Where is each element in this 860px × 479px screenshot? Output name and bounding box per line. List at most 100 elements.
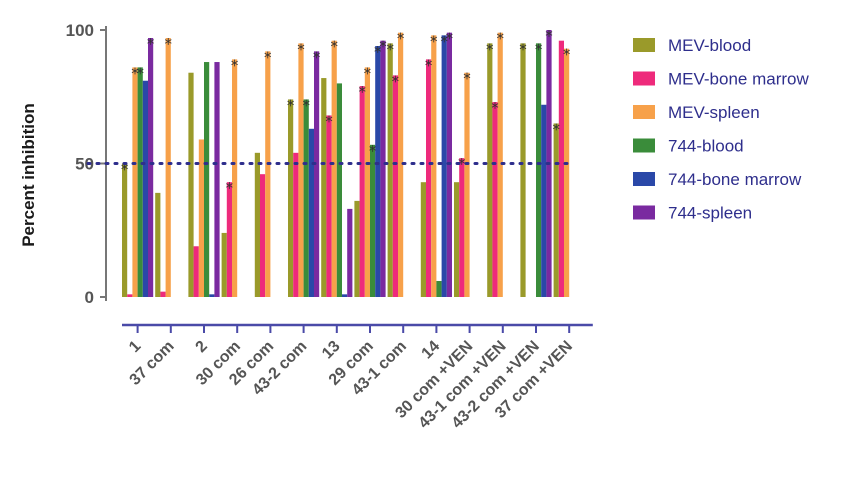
bar [398, 32, 404, 298]
significance-star: * [535, 40, 543, 58]
significance-star: * [264, 48, 272, 66]
legend-label: 744-spleen [668, 204, 752, 223]
bar [204, 62, 210, 297]
significance-star: * [486, 40, 494, 58]
legend-label: MEV-blood [668, 36, 751, 55]
y-tick-label: 0 [85, 288, 94, 307]
significance-star: * [496, 30, 504, 48]
bar [520, 43, 526, 297]
significance-star: * [458, 155, 466, 173]
bar [564, 48, 570, 297]
bar [375, 46, 381, 297]
y-tick-label: 100 [66, 21, 94, 40]
significance-star: * [313, 48, 321, 66]
significance-star: * [147, 35, 155, 53]
bar [293, 152, 299, 297]
legend-label: 744-blood [668, 137, 744, 156]
bar [380, 40, 386, 298]
bar [354, 200, 360, 297]
significance-star: * [463, 70, 471, 88]
bar [436, 280, 442, 297]
bar [260, 174, 266, 297]
significance-star: * [519, 40, 527, 58]
bar [331, 40, 337, 298]
bar [326, 115, 332, 297]
significance-star: * [121, 161, 129, 179]
bar [558, 40, 564, 298]
legend-swatch [633, 205, 655, 220]
bar [314, 51, 320, 297]
significance-star: * [446, 30, 454, 48]
bar [364, 67, 370, 297]
significance-star: * [397, 30, 405, 48]
bar [370, 144, 376, 297]
bar [165, 38, 171, 297]
bar [137, 67, 143, 297]
bar [308, 128, 314, 297]
bar [148, 38, 154, 297]
significance-star: * [386, 40, 394, 58]
legend-swatch [633, 172, 655, 186]
x-tick-label: 2 [193, 338, 211, 356]
bar [122, 163, 128, 297]
bar [553, 123, 559, 297]
bar [441, 35, 447, 298]
legend-label: MEV-bone marrow [668, 70, 809, 89]
x-tick-label: 14 [419, 338, 444, 363]
significance-star: * [563, 46, 571, 64]
bar [214, 62, 220, 297]
bar [387, 43, 393, 297]
bar [209, 294, 215, 297]
significance-star: * [297, 40, 305, 58]
bar [487, 43, 493, 297]
significance-star: * [369, 142, 377, 160]
y-axis-label: Percent inhibition [19, 103, 38, 247]
significance-star: * [364, 64, 372, 82]
legend: MEV-blood MEV-bone marrow MEV-spleen 744-bl… [633, 36, 809, 223]
bar [232, 59, 238, 298]
significance-star: * [131, 64, 139, 82]
legend-label: 744-bone marrow [668, 170, 802, 189]
bar [464, 72, 470, 297]
legend-swatch [633, 138, 655, 153]
significance-star: * [425, 56, 433, 74]
bar [193, 246, 199, 297]
significance-star: * [302, 96, 310, 114]
bar [420, 182, 426, 297]
bar [459, 158, 465, 297]
significance-markers: **** *** ************ ***** ******** **** [121, 27, 571, 197]
bar [431, 35, 437, 298]
significance-star: * [226, 179, 234, 197]
significance-star: * [491, 99, 499, 117]
bar [226, 182, 232, 297]
bar [541, 104, 547, 297]
bar [155, 192, 161, 297]
significance-star: * [374, 43, 382, 61]
y-tick-label: 50 [75, 155, 94, 174]
bar [336, 83, 342, 298]
bar [536, 43, 542, 297]
bar [221, 232, 227, 297]
bar [492, 102, 498, 297]
bar [142, 80, 148, 297]
x-tick-label: 1 [126, 338, 144, 356]
significance-star: * [379, 38, 387, 56]
significance-star: * [136, 64, 144, 82]
bar [298, 43, 304, 297]
bar [254, 152, 260, 297]
bar [497, 32, 503, 298]
bar [454, 182, 460, 297]
bars [122, 30, 570, 298]
x-tick-label: 13 [319, 338, 344, 363]
bar [303, 99, 309, 297]
bar [160, 291, 166, 297]
significance-star: * [430, 32, 438, 50]
legend-label: MEV-spleen [668, 103, 760, 122]
bar [188, 72, 194, 297]
significance-star: * [330, 38, 338, 56]
significance-star: * [164, 35, 172, 53]
bar [198, 139, 204, 297]
significance-star: * [231, 56, 239, 74]
significance-star: * [545, 27, 553, 45]
